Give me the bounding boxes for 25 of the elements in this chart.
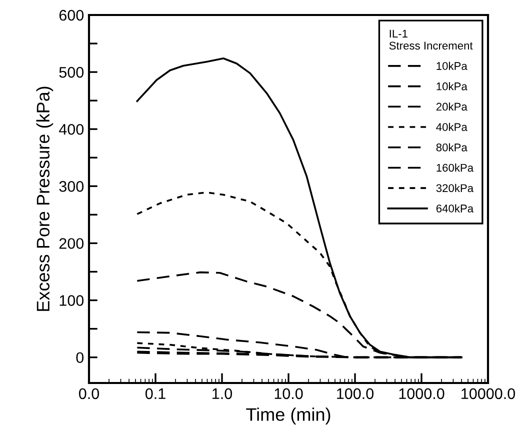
y-axis-title: Excess Pore Pressure (kPa) [36, 86, 54, 311]
legend-label: 80kPa [436, 143, 468, 152]
x-axis-title: Time (min) [246, 408, 330, 424]
legend-label: 20kPa [436, 102, 468, 111]
x-tick-label: 0.0 [78, 388, 100, 400]
x-tick-label: 10000.0 [462, 388, 516, 400]
legend-label: 160kPa [436, 164, 474, 172]
y-tick-label: 500 [59, 66, 84, 78]
y-tick-label: 600 [59, 10, 84, 21]
y-tick-label: 0 [76, 352, 84, 364]
x-tick-label: 10.0 [274, 388, 303, 400]
y-tick-label: 100 [60, 295, 84, 306]
y-tick-label: 200 [59, 238, 84, 249]
x-tick-label: 1000.0 [399, 388, 444, 400]
legend-title: IL-1 Stress Increment [389, 30, 473, 50]
y-tick-label: 300 [59, 181, 84, 192]
y-tick-label: 400 [59, 124, 84, 135]
x-tick-label: 0.1 [145, 388, 166, 400]
legend-label: 40kPa [436, 122, 468, 132]
x-tick-label: 100.0 [337, 388, 374, 400]
legend-label: 10kPa [436, 62, 468, 70]
x-tick-label: 1.0 [212, 388, 232, 400]
legend-label: 10kPa [436, 82, 468, 90]
legend-label: 320kPa [436, 184, 474, 192]
legend-label: 640kPa [436, 204, 474, 212]
